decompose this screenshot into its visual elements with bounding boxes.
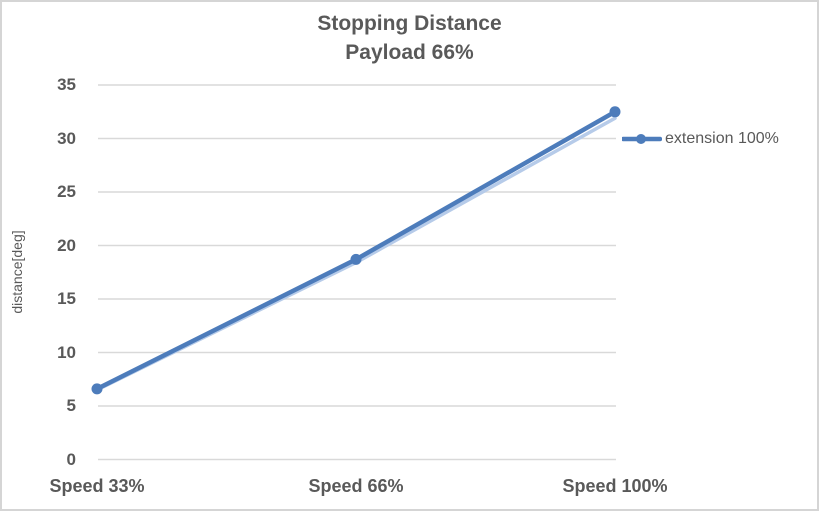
chart-title-block: Stopping Distance Payload 66% bbox=[2, 9, 817, 67]
legend-entry-label: extension 100% bbox=[665, 130, 779, 147]
y-axis-tick-label-10: 10 bbox=[57, 342, 76, 362]
legend: extension 100% bbox=[622, 128, 779, 150]
data-point-1 bbox=[350, 253, 362, 265]
chart-subtitle: Payload 66% bbox=[345, 41, 474, 64]
x-axis-category-label-0: Speed 33% bbox=[49, 476, 145, 496]
data-point-0 bbox=[91, 383, 103, 395]
y-axis-tick-label-25: 25 bbox=[57, 182, 76, 201]
x-axis-category-label-1: Speed 66% bbox=[308, 476, 404, 496]
y-axis-tick-label-0: 0 bbox=[66, 449, 76, 469]
y-axis-tick-label-5: 5 bbox=[66, 396, 76, 415]
y-axis-tick-label-35: 35 bbox=[57, 75, 76, 94]
legend-line-marker-icon bbox=[622, 134, 662, 144]
x-axis-category-label-2: Speed 100% bbox=[562, 476, 668, 496]
y-axis-tick-label-20: 20 bbox=[57, 235, 76, 255]
series-line-extension-100- bbox=[94, 109, 618, 392]
y-axis-tick-label-15: 15 bbox=[57, 289, 76, 308]
data-point-2 bbox=[609, 106, 621, 118]
chart-title: Stopping Distance bbox=[317, 12, 502, 35]
y-axis-tick-label-30: 30 bbox=[57, 128, 76, 148]
